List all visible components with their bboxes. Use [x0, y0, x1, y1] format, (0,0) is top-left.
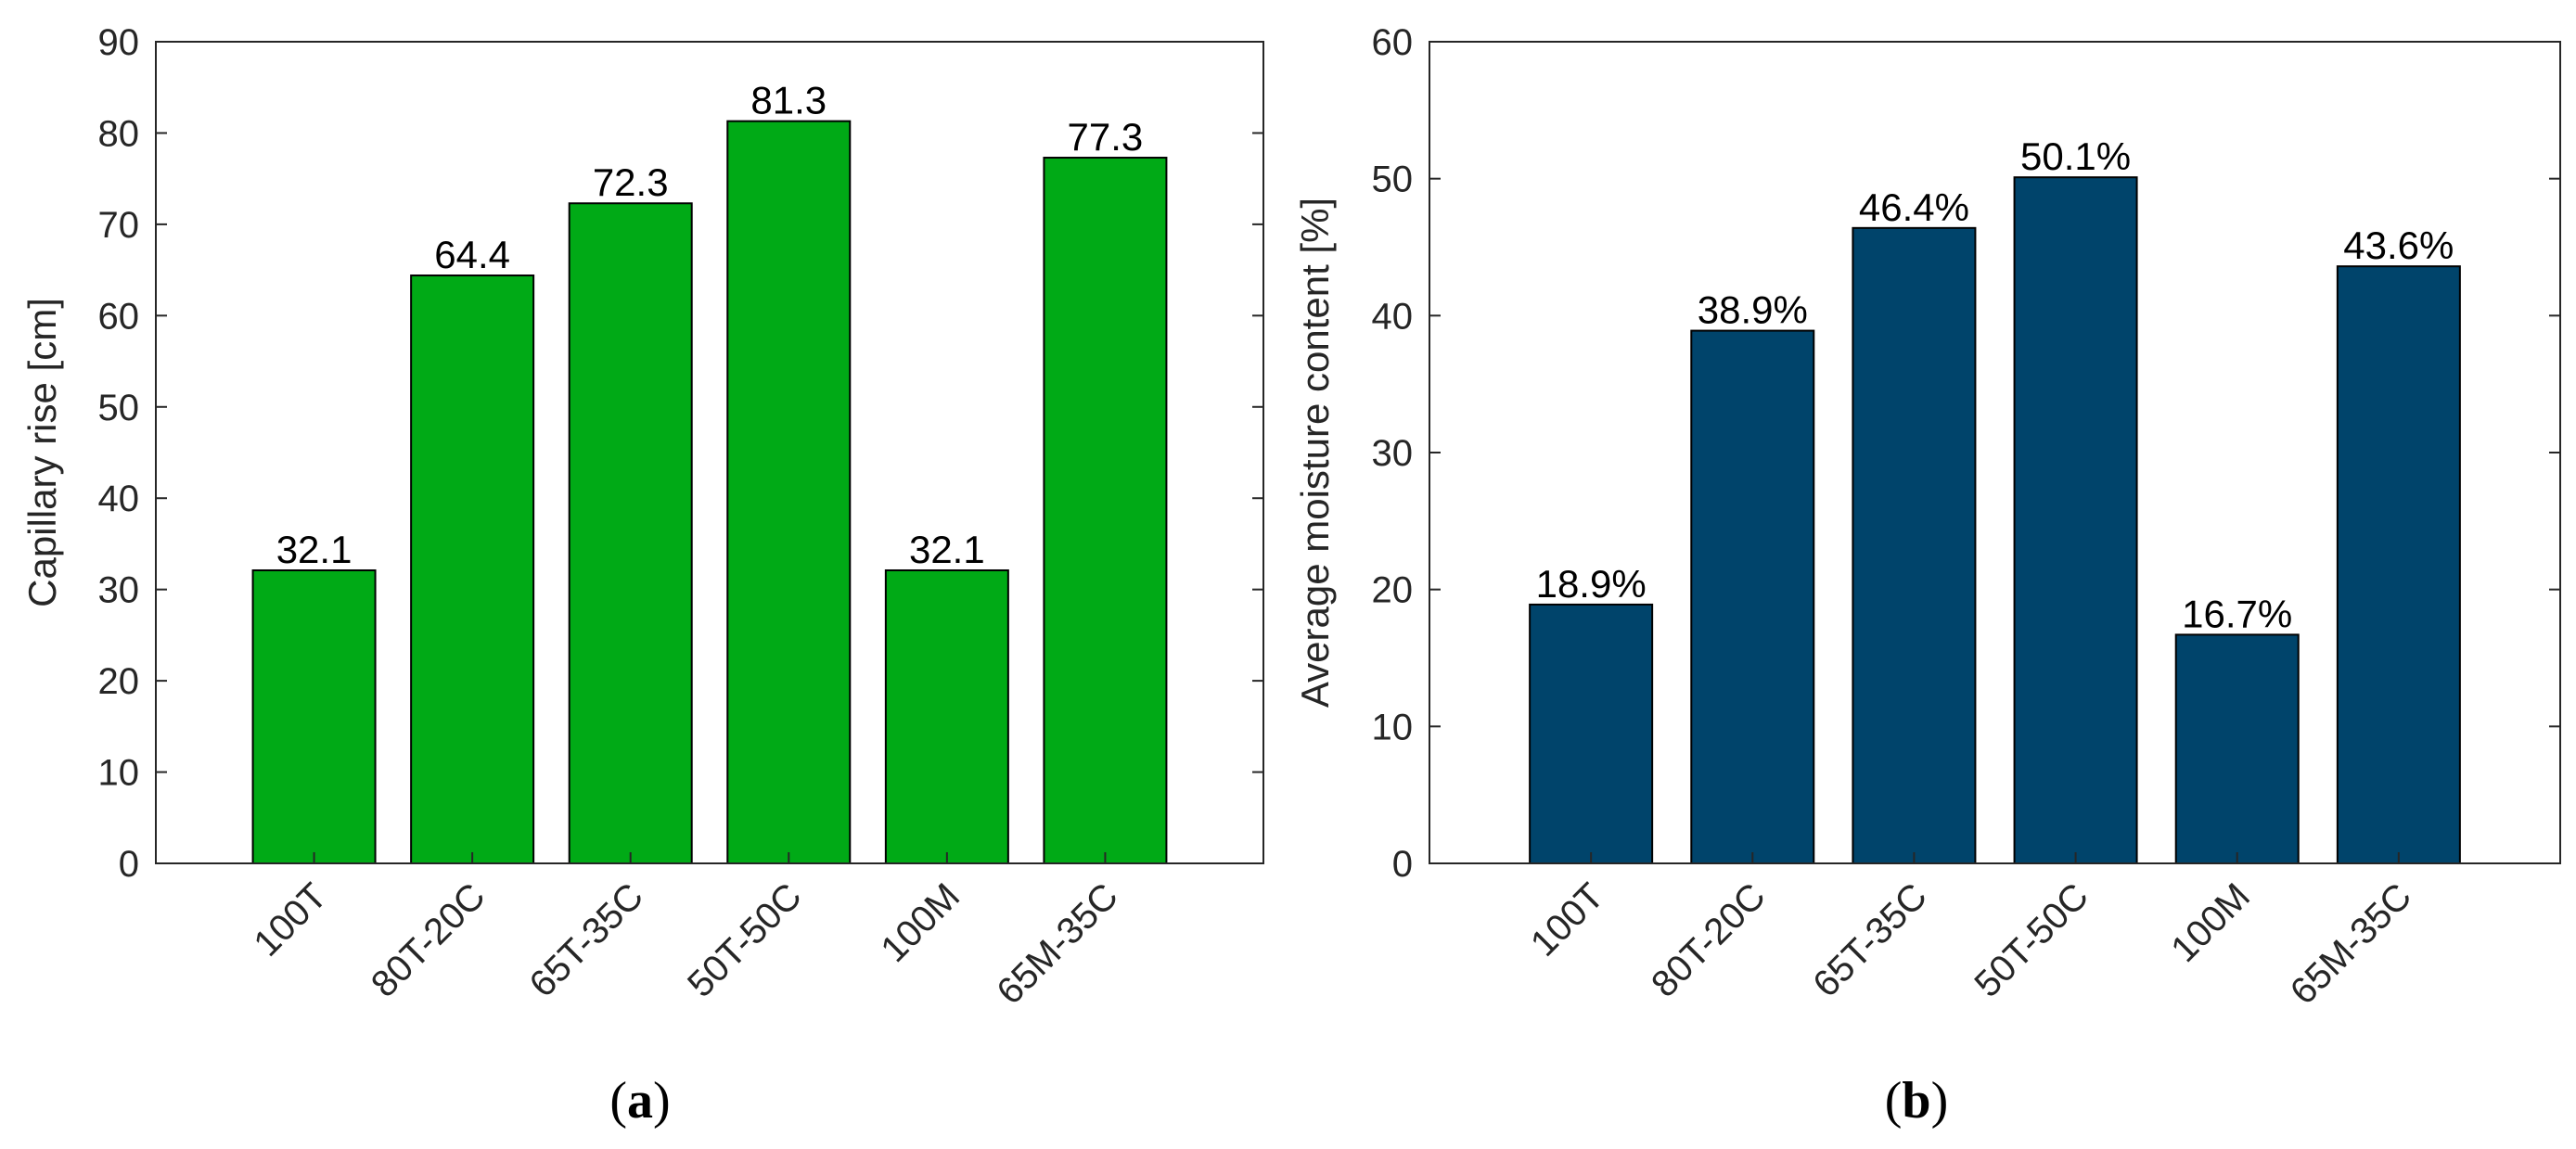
x-tick-label: 100M — [873, 875, 968, 970]
data-label: 81.3 — [750, 79, 827, 122]
y-tick-label: 0 — [119, 844, 139, 885]
y-tick-label: 30 — [98, 570, 140, 611]
y-tick-label: 10 — [1372, 707, 1414, 747]
y-tick-label: 80 — [98, 113, 140, 154]
bar-100T — [1529, 603, 1654, 864]
panel-label: (a) — [609, 1072, 670, 1130]
x-tick-label: 100M — [2163, 875, 2258, 970]
y-tick-label: 60 — [1372, 22, 1414, 63]
data-label: 32.1 — [909, 528, 985, 571]
data-label: 64.4 — [434, 233, 510, 276]
chart-panel-b: 0 10 20 30 40 50 60 100T 80T-20C 65T-35C 50T-50C 10… — [1293, 22, 2561, 1130]
bar-100T — [251, 568, 377, 864]
y-tick-label: 40 — [98, 479, 140, 519]
data-label: 32.1 — [276, 528, 352, 571]
bar-100M — [2174, 633, 2300, 864]
x-tick-label: 100T — [246, 875, 335, 964]
data-label: 46.4% — [1859, 185, 1969, 229]
bar-65M-35C — [2336, 265, 2461, 864]
x-tick-label: 65T-35C — [1805, 875, 1935, 1005]
bar-80T-20C — [410, 274, 535, 865]
y-tick-label: 50 — [1372, 160, 1414, 200]
x-tick-label: 100T — [1523, 875, 1612, 964]
x-tick-label: 50T-50C — [680, 875, 810, 1005]
bar-50T-50C — [726, 120, 852, 864]
bar-80T-20C — [1690, 329, 1815, 864]
data-label: 43.6% — [2343, 223, 2454, 267]
bar-50T-50C — [2013, 176, 2138, 864]
y-tick-label: 60 — [98, 296, 140, 337]
y-tick-label: 70 — [98, 205, 140, 246]
data-label: 50.1% — [2020, 134, 2131, 178]
y-tick-label: 0 — [1392, 844, 1413, 885]
x-tick-label: 80T-20C — [1644, 875, 1774, 1005]
y-tick-label: 20 — [98, 661, 140, 702]
x-tick-label: 50T-50C — [1967, 875, 2096, 1005]
y-axis-label: Average moisture content [%] — [1293, 198, 1337, 708]
y-tick-label: 10 — [98, 753, 140, 794]
y-tick-label: 90 — [98, 22, 140, 63]
y-tick-label: 40 — [1372, 296, 1414, 337]
x-tick-label: 65M-35C — [989, 875, 1125, 1012]
bar-100M — [884, 568, 1009, 864]
y-tick-label: 20 — [1372, 570, 1414, 611]
x-tick-label: 65T-35C — [521, 875, 651, 1005]
data-label: 77.3 — [1068, 115, 1144, 159]
data-label: 38.9% — [1698, 288, 1808, 332]
data-label: 16.7% — [2182, 592, 2292, 635]
bar-65T-35C — [1852, 226, 1977, 864]
chart-panel-a: 0 10 20 30 40 50 60 70 80 90 100T 80T-20C 65T-35C 50T… — [20, 22, 1264, 1130]
x-tick-label: 80T-20C — [364, 875, 493, 1005]
y-tick-label: 30 — [1372, 433, 1414, 474]
data-label: 72.3 — [593, 160, 669, 204]
y-tick-label: 50 — [98, 388, 140, 428]
bar-65M-35C — [1043, 157, 1168, 865]
bar-65T-35C — [568, 202, 693, 865]
panel-label: (b) — [1885, 1072, 1948, 1130]
data-label: 18.9% — [1536, 562, 1647, 606]
y-axis-label: Capillary rise [cm] — [20, 298, 64, 607]
axes-box — [155, 41, 1264, 864]
x-tick-label: 65M-35C — [2283, 875, 2419, 1012]
